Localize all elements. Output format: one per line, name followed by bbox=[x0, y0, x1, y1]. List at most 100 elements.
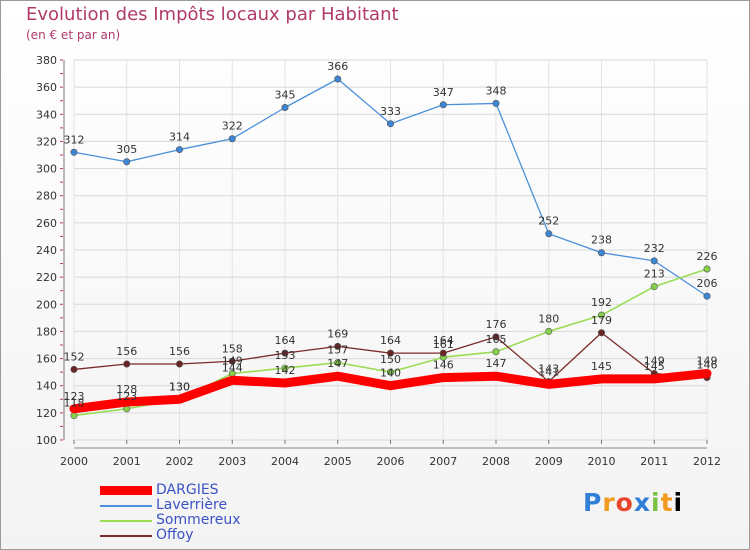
data-point bbox=[333, 372, 342, 381]
data-label: 156 bbox=[169, 345, 190, 358]
legend-swatch-dargies bbox=[100, 486, 152, 495]
legend-item-laverriere: Laverrière bbox=[100, 498, 241, 513]
logo-letter: r bbox=[602, 488, 616, 517]
chart-legend: DARGIES Laverrière Sommereux Offoy bbox=[100, 483, 241, 543]
legend-label-offoy: Offoy bbox=[156, 527, 194, 543]
logo-letter: x bbox=[633, 488, 651, 517]
data-label: 192 bbox=[591, 296, 612, 309]
data-point bbox=[597, 374, 606, 383]
data-point bbox=[175, 395, 184, 404]
y-tick-label: 180 bbox=[36, 325, 57, 338]
legend-label-laverriere: Laverrière bbox=[156, 497, 228, 513]
y-tick-label: 120 bbox=[36, 407, 57, 420]
data-point bbox=[176, 146, 184, 154]
data-label: 158 bbox=[222, 342, 243, 355]
y-tick-label: 240 bbox=[36, 244, 57, 257]
x-tick-label: 2012 bbox=[693, 455, 721, 468]
data-label: 333 bbox=[380, 105, 401, 118]
data-point bbox=[334, 342, 342, 350]
data-label: 149 bbox=[644, 355, 665, 368]
data-point bbox=[334, 359, 342, 367]
data-label: 142 bbox=[275, 364, 296, 377]
y-tick-label: 340 bbox=[36, 108, 57, 121]
x-tick-label: 2009 bbox=[535, 455, 563, 468]
y-tick-label: 320 bbox=[36, 135, 57, 148]
y-tick-label: 200 bbox=[36, 298, 57, 311]
y-tick-label: 160 bbox=[36, 353, 57, 366]
data-label: 146 bbox=[433, 359, 454, 372]
data-point bbox=[545, 230, 553, 238]
data-label: 140 bbox=[380, 367, 401, 380]
data-label: 152 bbox=[64, 350, 85, 363]
data-label: 322 bbox=[222, 120, 243, 133]
x-tick-label: 2000 bbox=[60, 455, 88, 468]
logo-letter: i bbox=[651, 488, 661, 517]
data-point bbox=[703, 292, 711, 300]
legend-swatch-offoy bbox=[100, 534, 152, 537]
legend-item-dargies: DARGIES bbox=[100, 483, 241, 498]
data-point bbox=[386, 368, 394, 376]
data-label: 161 bbox=[433, 338, 454, 351]
data-label: 232 bbox=[644, 242, 665, 255]
y-tick-label: 100 bbox=[36, 434, 57, 447]
y-tick-label: 300 bbox=[36, 163, 57, 176]
data-label: 176 bbox=[486, 318, 507, 331]
data-label: 141 bbox=[538, 365, 559, 378]
logo-letter: i bbox=[673, 488, 684, 517]
data-point bbox=[281, 349, 289, 357]
data-label: 147 bbox=[327, 357, 348, 370]
data-point bbox=[650, 257, 658, 265]
data-label: 179 bbox=[591, 314, 612, 327]
data-label: 145 bbox=[644, 360, 665, 373]
data-label: 153 bbox=[275, 349, 296, 362]
data-point bbox=[545, 327, 553, 335]
data-label: 366 bbox=[327, 60, 348, 73]
data-point bbox=[228, 135, 236, 143]
data-label: 146 bbox=[697, 359, 718, 372]
data-label: 345 bbox=[275, 89, 296, 102]
data-label: 164 bbox=[433, 334, 454, 347]
data-point bbox=[386, 120, 394, 128]
data-point bbox=[228, 357, 236, 365]
data-label: 180 bbox=[538, 312, 559, 325]
data-label: 238 bbox=[591, 234, 612, 247]
data-point bbox=[492, 372, 500, 381]
data-label: 164 bbox=[275, 334, 296, 347]
x-tick-label: 2008 bbox=[482, 455, 510, 468]
logo-letter: o bbox=[615, 488, 634, 517]
data-label: 130 bbox=[169, 380, 190, 393]
data-point bbox=[70, 365, 78, 373]
data-label: 123 bbox=[116, 390, 137, 403]
data-point bbox=[123, 158, 131, 166]
legend-item-offoy: Offoy bbox=[100, 528, 241, 543]
chart-axes: 100 120 140 160 180 200 220 240 260 280 300 320 340 3… bbox=[36, 54, 721, 468]
chart-title: Evolution des Impôts locaux par Habitant bbox=[26, 4, 399, 25]
x-tick-label: 2004 bbox=[271, 455, 299, 468]
data-label: 164 bbox=[380, 334, 401, 347]
data-label: 347 bbox=[433, 86, 454, 99]
data-point bbox=[281, 104, 289, 112]
data-label: 130 bbox=[169, 380, 190, 393]
data-point bbox=[544, 380, 553, 389]
data-label: 149 bbox=[222, 355, 243, 368]
y-tick-label: 280 bbox=[36, 190, 57, 203]
data-label: 348 bbox=[486, 84, 507, 97]
y-tick-label: 220 bbox=[36, 271, 57, 284]
data-point bbox=[597, 249, 605, 257]
data-label: 305 bbox=[116, 143, 137, 156]
data-point bbox=[70, 412, 78, 420]
data-label: 144 bbox=[222, 361, 243, 374]
legend-label-sommereux: Sommereux bbox=[156, 512, 241, 528]
data-label: 147 bbox=[486, 357, 507, 370]
data-label: 157 bbox=[327, 344, 348, 357]
proxiti-logo: Proxiti bbox=[583, 488, 683, 517]
data-point bbox=[386, 349, 394, 357]
data-point bbox=[650, 283, 658, 291]
data-point bbox=[492, 348, 500, 356]
data-label: 128 bbox=[116, 383, 137, 396]
data-label: 143 bbox=[538, 363, 559, 376]
data-label: 123 bbox=[64, 390, 85, 403]
y-tick-label: 380 bbox=[36, 54, 57, 67]
data-point bbox=[123, 360, 131, 368]
